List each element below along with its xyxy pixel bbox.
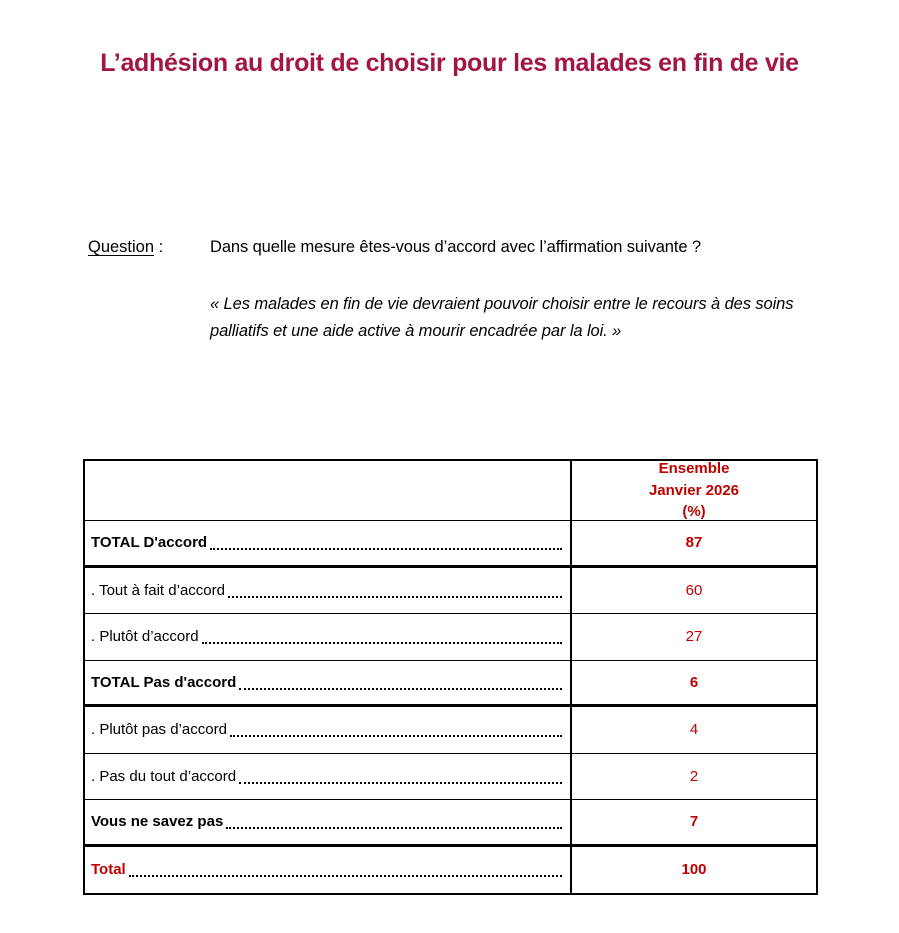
row-label: . Plutôt d’accord [91,628,199,646]
header-line-ensemble: Ensemble [658,459,730,477]
row-label: TOTAL Pas d'accord [91,673,237,691]
row-value: 100 [681,861,707,879]
dotted-leader [229,722,562,738]
dotted-leader [210,535,562,551]
dotted-leader [239,675,562,690]
header-line-percent: (%) [682,503,706,521]
row-value: 6 [689,673,699,691]
row-value: 7 [689,813,699,831]
row-label: . Tout à fait d’accord [91,581,225,599]
table-row-plutot-daccord: . Plutôt d’accord 27 [85,614,816,661]
row-label: Total [91,861,126,879]
row-value: 27 [685,628,703,646]
question-label-text: Question [88,238,155,256]
question-quote: « Les malades en fin de vie devraient po… [210,295,794,340]
dotted-leader [239,769,562,784]
row-value: 4 [689,721,699,739]
question-text: Dans quelle mesure êtes-vous d’accord av… [210,238,701,256]
table-header-empty-cell [85,461,572,520]
row-value: 87 [685,534,703,552]
dotted-leader [226,814,562,830]
table-row-ne-savez-pas: Vous ne savez pas 7 [85,800,816,847]
table-row-tout-a-fait: . Tout à fait d’accord 60 [85,567,816,614]
dotted-leader [201,629,562,645]
row-label: . Pas du tout d’accord [91,767,237,785]
header-line-date: Janvier 2026 [648,481,740,499]
table-header-ensemble-cell: Ensemble Janvier 2026 (%) [572,459,816,521]
dotted-leader [227,583,562,598]
table-row-total-pas-daccord: TOTAL Pas d'accord 6 [85,660,816,707]
table-row-total-daccord: TOTAL D'accord 87 [85,521,816,568]
table-row-total: Total 100 [85,846,816,893]
question-label: Question : [88,236,210,258]
row-value: 2 [689,767,699,785]
question-block: Question : Dans quelle mesure êtes-vous … [88,236,812,344]
results-table: Ensemble Janvier 2026 (%) TOTAL D'accord… [83,459,818,895]
table-row-pas-du-tout: . Pas du tout d’accord 2 [85,753,816,800]
question-content: Dans quelle mesure êtes-vous d’accord av… [210,236,812,344]
page-title: L’adhésion au droit de choisir pour les … [100,49,799,77]
row-label: Vous ne savez pas [91,813,224,831]
row-value: 60 [685,581,703,599]
question-label-colon: : [154,238,164,256]
dotted-leader [128,862,562,878]
row-label: . Plutôt pas d’accord [91,721,227,739]
table-header-row: Ensemble Janvier 2026 (%) [85,459,816,521]
table-row-plutot-pas-daccord: . Plutôt pas d’accord 4 [85,707,816,754]
row-label: TOTAL D'accord [91,534,208,552]
